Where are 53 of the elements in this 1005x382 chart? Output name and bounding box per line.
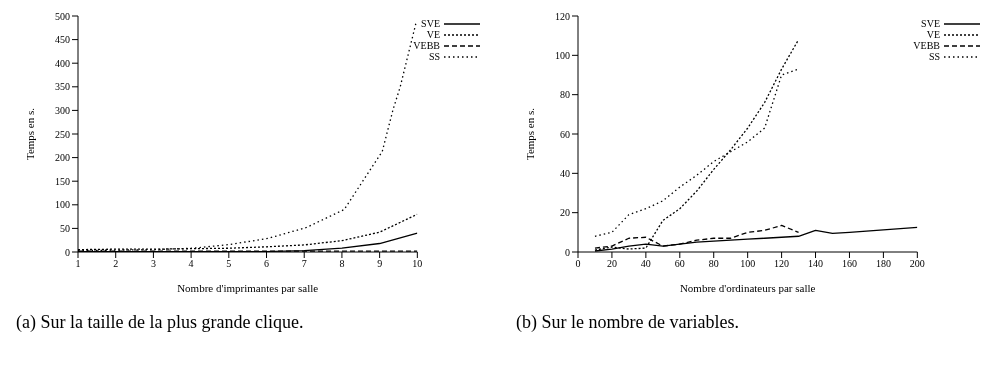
x-tick-label: 120 [774, 258, 790, 270]
x-tick-label: 8 [339, 258, 345, 270]
x-tick-label: 10 [412, 258, 423, 270]
y-tick-label: 100 [555, 49, 570, 61]
x-tick-label: 0 [575, 258, 581, 270]
y-tick-label: 200 [55, 152, 70, 164]
x-tick-label: 100 [740, 258, 756, 270]
x-axis-title: Nombre d'imprimantes par salle [177, 282, 319, 294]
y-tick-label: 20 [560, 207, 570, 219]
x-tick-label: 20 [606, 258, 617, 270]
legend-label: VE [926, 28, 940, 40]
y-tick-label: 120 [555, 10, 570, 22]
x-tick-label: 6 [264, 258, 270, 270]
legend-label: VE [426, 28, 440, 40]
text: (a) Sur la taille de la plus grande clique. [15, 312, 305, 333]
legend-label: SS [928, 50, 940, 62]
x-tick-label: 160 [841, 258, 857, 270]
x-tick-label: 7 [301, 258, 307, 270]
y-tick-label: 250 [55, 128, 70, 140]
x-tick-label: 3 [150, 258, 156, 270]
y-axis-title: Temps en s. [23, 107, 36, 161]
x-tick-label: 1 [75, 258, 81, 270]
legend-label: SVE [921, 17, 940, 29]
y-tick-label: 400 [55, 57, 70, 69]
x-tick-label: 60 [674, 258, 685, 270]
legend-label: SVE [421, 17, 440, 29]
x-tick-label: 2 [113, 258, 119, 270]
x-axis-title: Nombre d'ordinateurs par salle [679, 282, 816, 294]
y-tick-label: 50 [60, 222, 70, 234]
y-tick-label: 300 [55, 104, 70, 116]
y-tick-label: 450 [55, 34, 70, 46]
y-axis-title: Temps en s. [523, 107, 536, 161]
y-tick-label: 40 [560, 167, 570, 179]
y-tick-label: 60 [560, 128, 570, 140]
legend-label: VEBB [913, 39, 940, 51]
y-tick-label: 350 [55, 81, 70, 93]
y-tick-label: 100 [55, 199, 70, 211]
text: (b) Sur le nombre de variables. [515, 312, 740, 333]
x-tick-label: 80 [708, 258, 719, 270]
legend-label: VEBB [413, 39, 440, 51]
x-tick-label: 4 [188, 258, 194, 270]
legend-label: SS [428, 50, 440, 62]
x-tick-label: 200 [909, 258, 925, 270]
x-tick-label: 180 [875, 258, 891, 270]
x-tick-label: 9 [377, 258, 383, 270]
y-tick-label: 500 [55, 10, 70, 22]
x-tick-label: 5 [226, 258, 232, 270]
y-tick-label: 150 [55, 175, 70, 187]
y-tick-label: 80 [560, 89, 570, 101]
x-tick-label: 40 [640, 258, 651, 270]
x-tick-label: 140 [808, 258, 824, 270]
y-tick-label: 0 [65, 246, 70, 258]
y-tick-label: 0 [565, 246, 570, 258]
